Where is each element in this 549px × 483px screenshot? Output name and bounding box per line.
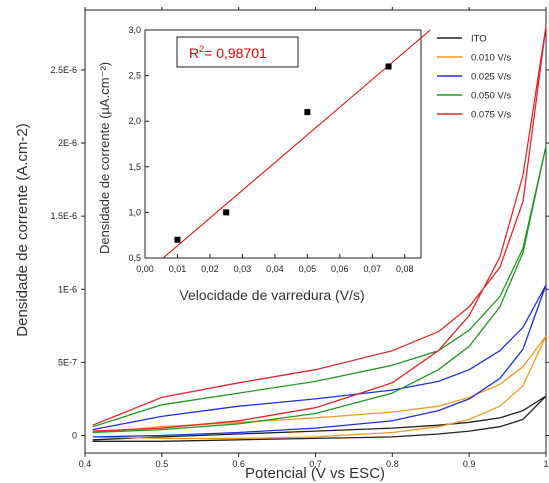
legend-label: 0.050 V/s: [471, 91, 511, 102]
r2-annotation: R2= 0,98701: [189, 44, 267, 61]
data-point: [223, 209, 230, 216]
inset-y-tick-label: 1,0: [128, 207, 141, 217]
inset-y-tick-label: 2,0: [128, 116, 141, 126]
inset-y-tick-label: 0,5: [128, 253, 141, 263]
main-x-tick-label: 0.9: [463, 459, 476, 469]
cv-curve: [92, 25, 547, 432]
legend-label: 0.010 V/s: [471, 53, 511, 64]
inset-x-tick-label: 0,07: [364, 264, 382, 274]
main-x-tick-label: 0.4: [79, 459, 92, 469]
inset-series-group: [162, 29, 431, 259]
data-point: [304, 109, 311, 116]
main-x-tick-label: 0.5: [156, 459, 169, 469]
main-x-tick-label: 0.7: [309, 459, 322, 469]
cv-curve: [92, 145, 547, 434]
inset-x-tick-label: 0,05: [299, 264, 317, 274]
main-axis-ticks: 0.4 0.5 0.6 0.7 0.8 0.9 1 0 5E-7 1E-6 1.5E-6 2E-6 2.…: [50, 7, 549, 469]
r2-value: = 0,98701: [204, 45, 267, 61]
legend-label: ITO: [471, 34, 487, 45]
r2-prefix: R: [189, 45, 199, 61]
legend-label: 0.075 V/s: [471, 110, 511, 121]
inset-x-tick-label: 0,00: [136, 264, 154, 274]
cv-curve: [92, 335, 547, 440]
main-y-tick-label: 0: [72, 430, 77, 440]
inset-y-tick-label: 1,5: [128, 162, 141, 172]
inset-x-tick-label: 0,04: [266, 264, 284, 274]
inset-x-tick-label: 0,06: [331, 264, 349, 274]
main-x-tick-label: 1: [543, 459, 548, 469]
inset-x-tick-label: 0,08: [396, 264, 414, 274]
inset-x-tick-label: 0,03: [234, 264, 252, 274]
inset-y-tick-label: 2,5: [128, 71, 141, 81]
inset-y-axis-title: Densidade de corrente (µA.cm⁻²): [97, 62, 112, 254]
r2-sup: 2: [199, 44, 204, 54]
main-y-tick-label: 2.5E-6: [50, 65, 77, 75]
inset-x-tick-label: 0,01: [169, 264, 187, 274]
inset-plot-frame: [144, 29, 422, 259]
main-y-tick-label: 1.5E-6: [50, 211, 77, 221]
main-x-tick-label: 0.8: [386, 459, 399, 469]
data-point: [174, 236, 181, 243]
main-y-axis-title: Densidade de corrente (A.cm-2): [14, 123, 31, 336]
main-series-group: [92, 25, 547, 442]
legend-label: 0.025 V/s: [471, 72, 511, 83]
inset-axis-ticks: 0,00 0,01 0,02 0,03 0,04 0,05 0,06 0,07 0,08 0,5 1…: [128, 25, 413, 274]
legend: ITO 0.010 V/s 0.025 V/s 0.050 V/s 0.075 V/s: [437, 34, 511, 121]
inset-x-axis-title: Velocidade de varredura (V/s): [179, 287, 364, 303]
inset-x-tick-label: 0,02: [201, 264, 219, 274]
r2-annotation-box: [176, 36, 299, 68]
main-y-tick-label: 5E-7: [58, 357, 77, 367]
main-y-tick-label: 1E-6: [58, 284, 77, 294]
cv-curve: [92, 284, 547, 438]
main-x-axis-title: Potencial (V vs ESC): [245, 465, 385, 482]
data-point: [385, 63, 392, 70]
main-y-tick-label: 2E-6: [58, 138, 77, 148]
inset-y-tick-label: 3,0: [128, 25, 141, 35]
cv-curve: [92, 395, 547, 442]
main-x-tick-label: 0.6: [232, 459, 245, 469]
